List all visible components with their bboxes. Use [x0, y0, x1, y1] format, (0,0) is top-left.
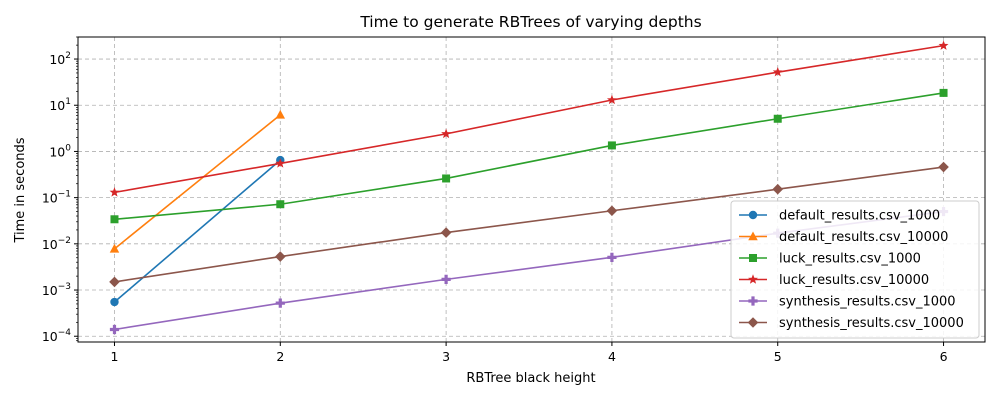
- legend-marker: [748, 210, 758, 220]
- data-point: [274, 251, 286, 262]
- legend-item: default_results.csv_10000: [739, 230, 948, 245]
- y-tick-mantissa: 10: [42, 329, 58, 344]
- data-point: [607, 252, 617, 262]
- legend-item: default_results.csv_1000: [739, 209, 940, 224]
- data-point: [109, 324, 120, 335]
- legend-label: luck_results.csv_10000: [779, 273, 929, 288]
- legend-marker: [749, 254, 757, 262]
- y-tick-mantissa: 10: [42, 191, 58, 206]
- data-point: [772, 183, 784, 195]
- data-point: [110, 297, 119, 307]
- y-tick-exponent: 0: [65, 143, 71, 153]
- data-point: [938, 161, 949, 173]
- series-line: [114, 92, 944, 221]
- y-tick-mantissa: 10: [42, 237, 58, 252]
- legend-marker: [747, 317, 759, 328]
- y-tick-label: 10−2: [42, 236, 71, 252]
- series-synthesis_results.csv_10000: [109, 161, 949, 288]
- data-point: [275, 298, 285, 308]
- data-point: [441, 128, 452, 139]
- legend-label: synthesis_results.csv_10000: [779, 316, 964, 331]
- legend-label: default_results.csv_10000: [779, 230, 948, 245]
- y-tick-exponent: 2: [65, 51, 71, 61]
- legend-frame: [730, 200, 980, 339]
- x-axis-title: RBTree black height: [466, 371, 595, 386]
- legend-item: luck_results.csv_10000: [739, 273, 929, 288]
- legend: default_results.csv_1000 default_results.…: [730, 200, 980, 339]
- data-point: [109, 187, 120, 197]
- y-tick-label: 102: [49, 51, 71, 67]
- x-tick-label: 1: [111, 349, 119, 364]
- y-tick-exponent: −4: [58, 328, 72, 338]
- series-luck_results.csv_1000: [110, 88, 948, 224]
- legend-item: synthesis_results.csv_1000: [739, 295, 956, 310]
- data-point: [110, 215, 119, 224]
- y-tick-label: 10−1: [42, 190, 71, 206]
- legend-label: synthesis_results.csv_1000: [779, 295, 956, 310]
- x-tick-label: 5: [774, 349, 782, 364]
- legend-marker: [748, 296, 758, 306]
- series-line: [114, 166, 944, 283]
- data-point: [938, 40, 949, 50]
- x-tick-label: 4: [608, 349, 616, 364]
- data-point: [772, 66, 783, 77]
- y-tick-exponent: −3: [58, 282, 71, 292]
- legend-label: default_results.csv_1000: [779, 209, 940, 224]
- y-tick-mantissa: 10: [42, 283, 58, 298]
- series-line: [114, 44, 944, 194]
- data-point: [109, 243, 120, 253]
- data-point: [606, 205, 618, 217]
- y-tick-label: 101: [49, 97, 71, 113]
- data-point: [607, 141, 616, 150]
- x-tick-label: 2: [276, 349, 284, 364]
- legend-item: luck_results.csv_1000: [739, 252, 921, 267]
- data-point: [442, 174, 451, 183]
- y-axis-title: Time in seconds: [13, 137, 28, 243]
- y-tick-label: 100: [49, 143, 71, 159]
- legend-label: luck_results.csv_1000: [779, 252, 921, 267]
- data-point: [275, 158, 286, 168]
- data-point: [773, 114, 782, 123]
- y-tick-mantissa: 10: [49, 144, 65, 159]
- data-point: [606, 94, 617, 105]
- legend-marker: [748, 231, 758, 241]
- chart-title: Time to generate RBTrees of varying dept…: [359, 13, 701, 31]
- data-point: [441, 274, 451, 284]
- y-tick-mantissa: 10: [49, 98, 65, 113]
- y-tick-exponent: 1: [65, 97, 71, 107]
- x-tick-label: 3: [442, 349, 450, 364]
- data-point: [939, 88, 948, 97]
- plot-frame: [77, 36, 986, 343]
- series-luck_results.csv_10000: [109, 40, 949, 197]
- series-line: [113, 114, 281, 250]
- series-default_results.csv_10000: [109, 109, 286, 253]
- y-tick-exponent: −2: [58, 236, 71, 246]
- legend-marker: [748, 274, 758, 284]
- y-tick-label: 10−3: [42, 282, 71, 298]
- data-point: [440, 227, 452, 238]
- x-tick-label: 6: [940, 349, 948, 364]
- y-tick-exponent: −1: [58, 190, 71, 200]
- data-point: [109, 276, 120, 288]
- legend-item: synthesis_results.csv_10000: [739, 316, 964, 331]
- data-point: [275, 109, 286, 119]
- data-point: [276, 200, 285, 209]
- y-tick-mantissa: 10: [49, 52, 65, 67]
- y-tick-label: 10−4: [42, 328, 71, 344]
